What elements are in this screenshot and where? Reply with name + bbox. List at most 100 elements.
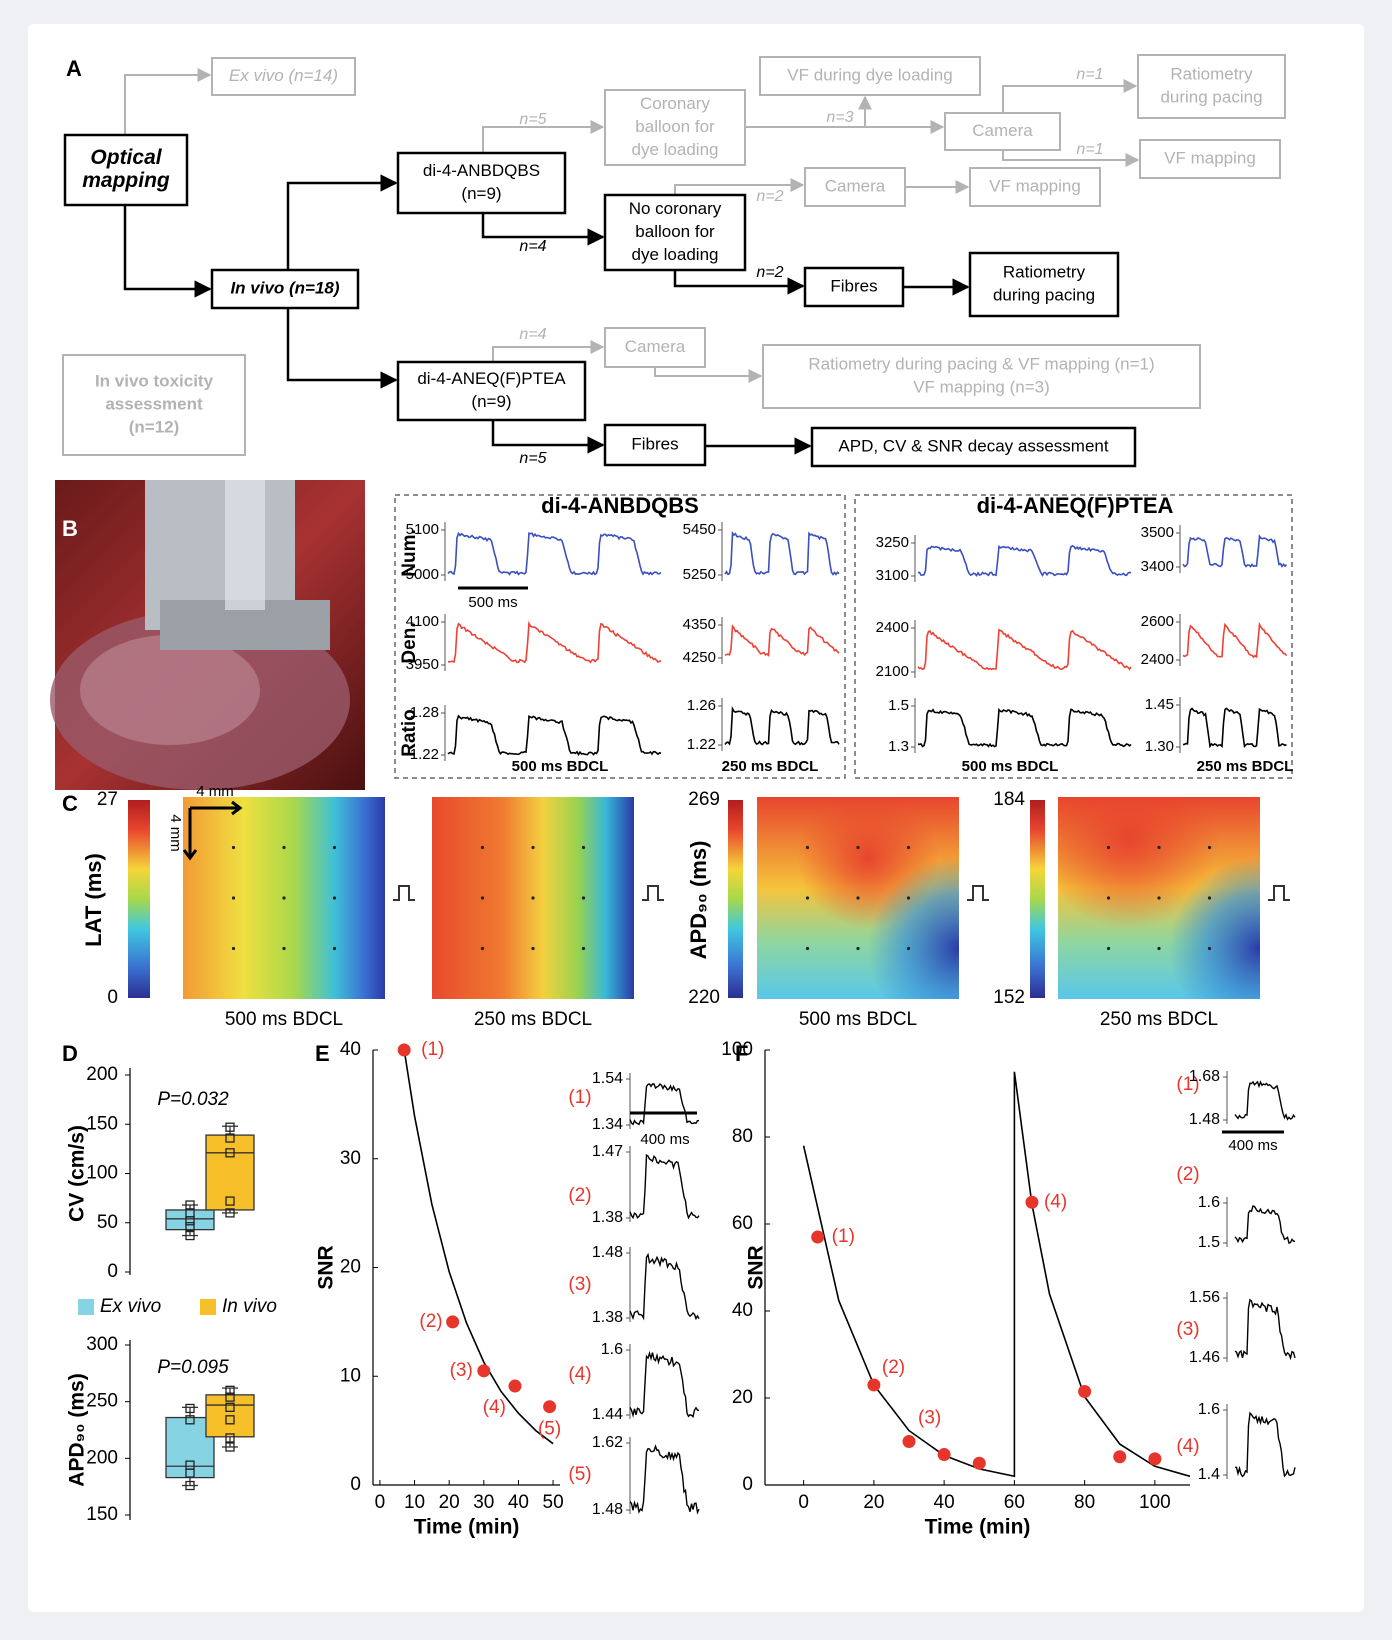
- flow-box-label: In vivo (n=18): [230, 278, 339, 297]
- y-tick-label: 2100: [876, 663, 909, 680]
- y-tick-label: 1.5: [1198, 1234, 1220, 1251]
- y-tick-label: 20: [732, 1387, 753, 1408]
- electrode-dot: [531, 946, 535, 951]
- y-tick-label: 1.22: [410, 746, 439, 763]
- edge-label: n=5: [519, 111, 546, 128]
- electrode-dot: [805, 845, 810, 850]
- x-tick-label: 40: [508, 1492, 529, 1513]
- data-point: [867, 1378, 881, 1392]
- data-point: [972, 1456, 986, 1470]
- electrode-dot: [856, 845, 860, 850]
- trace-group-frame: [394, 494, 846, 779]
- y-tick-label: 4250: [683, 649, 716, 666]
- x-axis-title: Time (min): [925, 1516, 1031, 1539]
- edge-label: n=4: [519, 238, 546, 255]
- electrode-dot: [282, 946, 286, 951]
- trace-caption: 500 ms BDCL: [962, 758, 1059, 775]
- y-tick-label: 10: [340, 1365, 361, 1386]
- y-tick-label: 1.54: [592, 1070, 623, 1087]
- flow-box-label: dye loading: [632, 245, 719, 264]
- panel-label: A: [66, 56, 82, 81]
- data-point: [508, 1379, 522, 1393]
- electrode-dot: [1157, 845, 1161, 850]
- electrode-dot: [581, 896, 586, 900]
- flow-box-label: Camera: [625, 337, 686, 356]
- trace-line: [917, 544, 1132, 577]
- flow-box-label: dye loading: [632, 140, 719, 159]
- y-tick-label: 40: [340, 1039, 361, 1060]
- inset-label: (3): [1176, 1319, 1199, 1340]
- flow-box-label: Ex vivo (n=14): [229, 66, 338, 85]
- legend-label: In vivo: [222, 1296, 277, 1317]
- flow-box-label: mapping: [82, 169, 170, 192]
- figure-panel: [28, 24, 1364, 1612]
- trace-line: [917, 628, 1132, 671]
- electrode-dot: [581, 845, 586, 850]
- electrode-dot: [906, 845, 911, 850]
- annotation: P=0.095: [157, 1357, 229, 1378]
- data-point: [185, 1415, 195, 1425]
- flow-box: [810, 426, 1137, 468]
- box: [165, 1209, 215, 1231]
- flow-box: [804, 167, 906, 207]
- colorbar-title: LAT (ms): [81, 853, 106, 947]
- data-point: [446, 1315, 460, 1329]
- data-point: [937, 1448, 951, 1462]
- annotation: P=0.032: [157, 1089, 229, 1110]
- flow-box: [762, 344, 1201, 409]
- trace-line: [1182, 621, 1288, 659]
- y-tick-label: 100: [721, 1039, 753, 1060]
- trace-line: [1182, 533, 1288, 568]
- map-caption: 250 ms BDCL: [474, 1009, 592, 1030]
- y-tick-label: 5000: [406, 566, 439, 583]
- colorbar-label: 27: [97, 789, 118, 810]
- y-tick-label: 1.48: [592, 1501, 623, 1518]
- data-point: [1148, 1452, 1162, 1466]
- point-label: (4): [1044, 1191, 1067, 1212]
- flow-box-label: No coronary: [629, 199, 722, 218]
- data-point: [225, 1196, 235, 1206]
- x-tick-label: 40: [934, 1492, 955, 1513]
- y-tick-label: 0: [107, 1261, 118, 1282]
- electrode-dot: [1157, 896, 1161, 900]
- flow-box-label: Camera: [972, 121, 1033, 140]
- data-point: [225, 1208, 235, 1218]
- y-tick-label: 1.44: [592, 1406, 623, 1423]
- inset-label: (2): [568, 1185, 591, 1206]
- inset-trace: [1234, 1411, 1296, 1478]
- y-axis-title: SNR: [745, 1245, 768, 1289]
- trace-caption: 250 ms BDCL: [1197, 758, 1294, 775]
- electrode-dot: [805, 946, 810, 951]
- colorbar-label: 184: [993, 789, 1025, 810]
- flow-box: [63, 133, 189, 207]
- y-tick-label: 1.26: [687, 697, 716, 714]
- electrode-dot: [531, 896, 535, 900]
- activation-maps: [128, 797, 1290, 999]
- flow-box-label: Ratiometry during pacing & VF mapping (n…: [808, 354, 1154, 373]
- flow-box-label: Fibres: [631, 434, 678, 453]
- inset-trace: [1234, 1298, 1296, 1361]
- trace-line: [724, 530, 840, 576]
- inset-label: (5): [568, 1464, 591, 1485]
- y-tick-label: 3400: [1141, 558, 1174, 575]
- electrode-dot: [480, 946, 485, 951]
- flow-box: [968, 251, 1120, 318]
- flow-box-label: VF mapping: [989, 176, 1081, 195]
- panel-label: D: [62, 1041, 78, 1066]
- x-tick-label: 0: [375, 1492, 386, 1513]
- inset-trace: [629, 1350, 700, 1419]
- flow-box-label: Coronary: [640, 94, 710, 113]
- flow-box-label: In vivo toxicity: [95, 371, 214, 390]
- edge-label: n=3: [826, 109, 853, 126]
- y-tick-label: 1.5: [888, 697, 909, 714]
- electrode-dot: [906, 946, 911, 951]
- flow-box: [396, 151, 567, 215]
- y-tick-label: 1.47: [592, 1143, 623, 1160]
- y-tick-label: 3500: [1141, 524, 1174, 541]
- electrode-dot: [1207, 896, 1212, 900]
- data-point: [225, 1402, 235, 1412]
- trace-line: [447, 531, 662, 576]
- flow-box-label: balloon for: [635, 117, 715, 136]
- trace-group-frame: [854, 494, 1293, 779]
